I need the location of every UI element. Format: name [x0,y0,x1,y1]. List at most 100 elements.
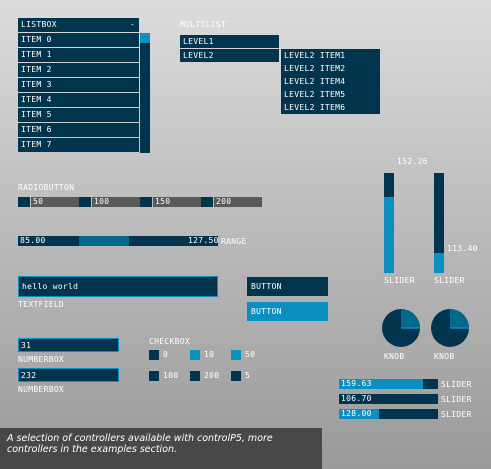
listbox-item[interactable]: ITEM 3 [18,78,139,92]
number-box-value: 232 [21,371,37,380]
number-box-value: 31 [21,341,32,350]
radio-option[interactable] [201,197,213,207]
knob-label: KNOB [384,352,405,361]
multilist-level2-item[interactable]: LEVEL2 ITEM2 [281,62,380,75]
text-field[interactable]: hello world [18,276,218,297]
knob[interactable] [430,308,470,348]
number-box-label: NUMBERBOX [18,385,65,394]
range-low-value: 85.00 [20,236,46,245]
listbox-scrollbar[interactable] [140,33,150,153]
horizontal-slider-label: SLIDER [441,410,472,419]
button-label: BUTTON [251,282,282,291]
number-box[interactable]: 232 [18,368,119,382]
listbox-item[interactable]: ITEM 6 [18,123,139,137]
horizontal-slider-label: SLIDER [441,380,472,389]
button[interactable]: BUTTON [247,277,328,296]
knob-label: KNOB [434,352,455,361]
number-box[interactable]: 31 [18,338,119,352]
vertical-slider-label: SLIDER [434,276,465,285]
vertical-slider[interactable] [434,173,444,273]
radio-option[interactable] [79,197,91,207]
horizontal-slider-value: 106.70 [341,394,372,403]
checkbox[interactable] [149,350,159,360]
button-active[interactable]: BUTTON [247,302,328,321]
checkbox[interactable] [231,371,241,381]
listbox-item-label: ITEM 4 [21,95,52,104]
multilist-item-label: LEVEL2 ITEM1 [284,51,346,60]
listbox-item[interactable]: ITEM 4 [18,93,139,107]
multilist-item-label: LEVEL2 ITEM5 [284,90,346,99]
listbox-item-label: ITEM 6 [21,125,52,134]
multilist-level2-item[interactable]: LEVEL2 ITEM5 [281,88,380,101]
listbox-item[interactable]: ITEM 0 [18,33,139,47]
range-high-value: 127.50 [188,236,219,245]
vertical-slider-label: SLIDER [384,276,415,285]
multilist-level1-item[interactable]: LEVEL1 [180,35,279,48]
multilist-item-label: LEVEL2 ITEM4 [284,77,346,86]
checkbox-label: 50 [245,350,256,359]
checkbox-label: 0 [163,350,169,359]
checkbox-label: 200 [204,371,220,380]
radio-option[interactable] [140,197,152,207]
checkbox-checked[interactable] [190,350,200,360]
range-label: RANGE [221,237,247,246]
multilist-item-label: LEVEL2 [183,51,214,60]
checkbox-title: CHECKBOX [149,337,190,346]
listbox-item-label: ITEM 0 [21,35,52,44]
multilist-item-label: LEVEL2 ITEM2 [284,64,346,73]
listbox-item[interactable]: ITEM 5 [18,108,139,122]
listbox-item[interactable]: ITEM 2 [18,63,139,77]
multilist-level1-item-active[interactable]: LEVEL2 [180,49,279,62]
checkbox-checked[interactable] [231,350,241,360]
listbox-collapse-icon[interactable]: - [130,20,136,29]
vertical-slider-value: 113.40 [447,244,478,253]
multilist-level2-item[interactable]: LEVEL2 ITEM6 [281,101,380,114]
listbox-item[interactable]: ITEM 7 [18,138,139,152]
radio-option-track: 50 [31,197,79,207]
multilist-item-label: LEVEL2 ITEM6 [284,103,346,112]
multilist-title: MULTILIST [180,20,227,29]
text-field-label: TEXTFIELD [18,300,65,309]
listbox-item-label: ITEM 7 [21,140,52,149]
horizontal-slider-value: 128.00 [341,409,372,418]
checkbox[interactable] [190,371,200,381]
radio-option-label: 100 [94,197,110,206]
listbox-item[interactable]: ITEM 1 [18,48,139,62]
radio-option-track: 200 [214,197,262,207]
listbox-scrollbar-thumb[interactable] [140,33,150,43]
radio-option-label: 150 [155,197,171,206]
caption-text: A selection of controllers available wit… [0,428,322,469]
multilist-level2-item[interactable]: LEVEL2 ITEM4 [281,75,380,88]
radio-option-track: 100 [92,197,140,207]
listbox-item-label: ITEM 2 [21,65,52,74]
horizontal-slider-value: 159.63 [341,379,372,388]
vertical-slider-fill [434,253,444,273]
radiobutton-title: RADIOBUTTON [18,183,75,192]
listbox-header[interactable]: LISTBOX - [18,18,139,32]
listbox-item-label: ITEM 5 [21,110,52,119]
checkbox-label: 10 [204,350,215,359]
checkbox-label: 5 [245,371,251,380]
radio-option-label: 200 [216,197,232,206]
multilist-item-label: LEVEL1 [183,37,214,46]
number-box-label: NUMBERBOX [18,355,65,364]
checkbox[interactable] [149,371,159,381]
horizontal-slider[interactable] [339,394,438,404]
listbox-title: LISTBOX [21,20,57,29]
radio-option-track: 150 [153,197,201,207]
multilist-level2-item[interactable]: LEVEL2 ITEM1 [281,49,380,62]
knob[interactable] [381,308,421,348]
listbox-item-label: ITEM 1 [21,50,52,59]
vertical-slider-fill [384,197,394,273]
horizontal-slider[interactable] [339,409,438,419]
horizontal-slider-fill [339,379,423,389]
radio-option[interactable] [18,197,30,207]
listbox-item-label: ITEM 3 [21,80,52,89]
button-label: BUTTON [251,307,282,316]
checkbox-label: 100 [163,371,179,380]
range-slider-selection[interactable] [79,236,129,246]
text-field-value: hello world [22,282,79,291]
horizontal-slider-label: SLIDER [441,395,472,404]
radio-option-label: 50 [33,197,44,206]
horizontal-slider-fill [339,409,379,419]
